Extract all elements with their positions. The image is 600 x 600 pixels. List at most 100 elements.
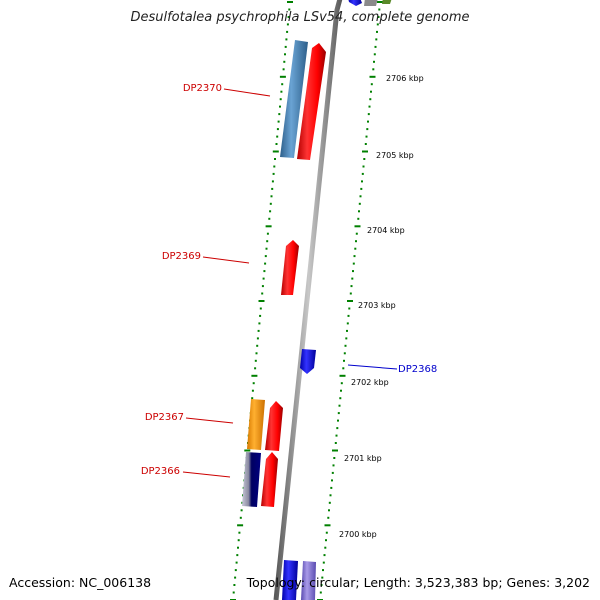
scale-label: 2702 kbp [351,378,389,387]
leader-dp2366 [182,471,231,478]
scale-label: 2700 kbp [339,530,377,539]
gene-dp2370-region [280,40,326,160]
tick-mark [322,569,324,572]
tick-mark [272,172,275,175]
tick-mark [369,75,376,78]
tick-mark [333,457,336,459]
tick-mark [353,255,356,258]
tick-mark [337,419,339,422]
tick-mark [363,158,366,160]
tick-mark [319,591,322,594]
tick-mark [265,225,272,228]
tick-mark [252,382,255,385]
tick-mark [323,554,326,557]
tick-mark [368,105,371,108]
tick-mark [232,591,235,594]
gene-arrow [282,560,298,600]
tick-mark [271,180,274,183]
gene-arrow [382,0,392,4]
tick-mark [346,322,349,325]
gene-label-dp2369[interactable]: DP2369 [162,251,201,262]
tick-mark [285,38,288,41]
tick-mark [279,75,286,78]
tick-mark [273,165,276,168]
tick-mark [336,427,339,430]
tick-mark [345,337,348,340]
tick-mark [265,247,268,250]
tick-mark [340,382,343,385]
tick-mark [287,1,293,3]
tick-mark [268,217,271,220]
scale-label: 2703 kbp [358,301,396,310]
tick-mark [328,501,331,504]
gene-label-dp2370[interactable]: DP2370 [183,83,222,94]
tick-mark [328,509,330,512]
scale-labels: 2706 kbp 2705 kbp 2704 kbp 2703 kbp 2702… [339,74,424,539]
tick-mark [269,202,272,205]
tick-mark [276,128,279,131]
tick-mark [354,225,361,228]
tick-mark [325,531,328,534]
tick-mark [266,232,269,235]
gene-dp2366-region [242,452,278,507]
tick-mark [277,120,280,123]
tick-mark [365,135,368,138]
tick-mark [334,442,337,444]
tick-mark [259,314,262,317]
tick-mark [369,98,372,101]
tick-mark [263,270,266,273]
tick-mark [276,135,279,138]
tick-mark [234,576,237,579]
tick-mark [373,60,375,63]
gene-labels: DP2370 DP2369 DP2368 DP2367 DP2366 [141,83,437,477]
tick-mark [373,53,376,56]
tick-mark [240,509,243,512]
topology-text: Topology: circular; Length: 3,523,383 bp… [246,575,590,590]
gene-top-partial [348,0,392,6]
leader-dp2369 [202,256,250,264]
tick-mark [269,210,272,213]
tick-mark [259,307,262,310]
tick-mark [370,90,372,93]
tick-mark [251,397,254,400]
tick-mark [332,449,338,452]
tick-mark [258,300,265,302]
tick-mark [339,374,346,377]
tick-mark [366,128,369,131]
tick-mark [330,486,333,489]
gene-bottom-partial [282,560,316,600]
gene-arrow [364,0,378,6]
tick-mark [261,292,264,295]
gene-label-dp2367[interactable]: DP2367 [145,412,184,423]
tick-mark [372,68,375,71]
tick-mark [339,397,342,400]
gene-label-dp2368[interactable]: DP2368 [398,364,437,375]
gene-dp2366-red [261,452,278,507]
scale-label: 2704 kbp [367,226,405,235]
gene-label-dp2366[interactable]: DP2366 [141,466,180,477]
leader-dp2368 [347,364,398,370]
tick-mark [283,60,286,63]
genome-backbone [273,0,343,600]
tick-mark [278,113,281,116]
tick-mark [331,479,333,482]
tick-mark [254,367,257,370]
tick-mark [340,389,342,392]
tick-mark [358,210,360,213]
tick-mark [237,524,244,527]
tick-mark [284,53,286,56]
tick-mark [338,404,341,407]
tick-mark [362,150,368,153]
tick-mark [329,494,332,497]
tick-mark [266,240,269,243]
tick-mark [343,359,345,362]
tick-mark [350,285,353,288]
tick-mark [275,143,278,145]
tick-mark [286,23,289,26]
tick-mark [332,464,335,467]
tick-mark [348,307,351,310]
tick-mark [244,449,251,452]
tick-mark [256,337,259,340]
tick-mark [284,45,287,48]
